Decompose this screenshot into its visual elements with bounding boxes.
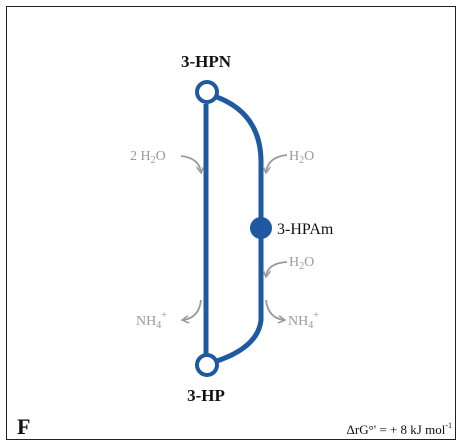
label-3-hpn: 3-HPN	[181, 52, 232, 71]
node-3-hp	[195, 353, 219, 377]
label-water-top: H2O	[289, 149, 314, 166]
label-3-hpam: 3-HPAm	[277, 221, 334, 238]
label-3-hp: 3-HP	[187, 386, 225, 405]
panel-label: F	[17, 414, 30, 439]
label-ammonium-left: NH4+	[136, 310, 167, 331]
ammonium-out-arrow-left	[183, 299, 202, 320]
node-3-hpn	[195, 80, 219, 104]
label-2-water: 2 H2O	[130, 149, 166, 166]
diagram-frame	[6, 6, 456, 440]
label-water-mid: H2O	[289, 255, 314, 272]
water-in-arrow-right-mid	[266, 261, 288, 276]
water-in-arrow-left	[180, 155, 201, 172]
label-ammonium-right: NH4+	[288, 310, 319, 331]
node-3-hpam	[250, 217, 272, 239]
ammonium-out-arrow-right	[265, 299, 284, 320]
gibbs-energy-label: ΔrG°' = + 8 kJ mol-1	[347, 421, 453, 437]
two-step-route-line	[213, 93, 264, 365]
water-in-arrow-right-top	[266, 154, 288, 172]
